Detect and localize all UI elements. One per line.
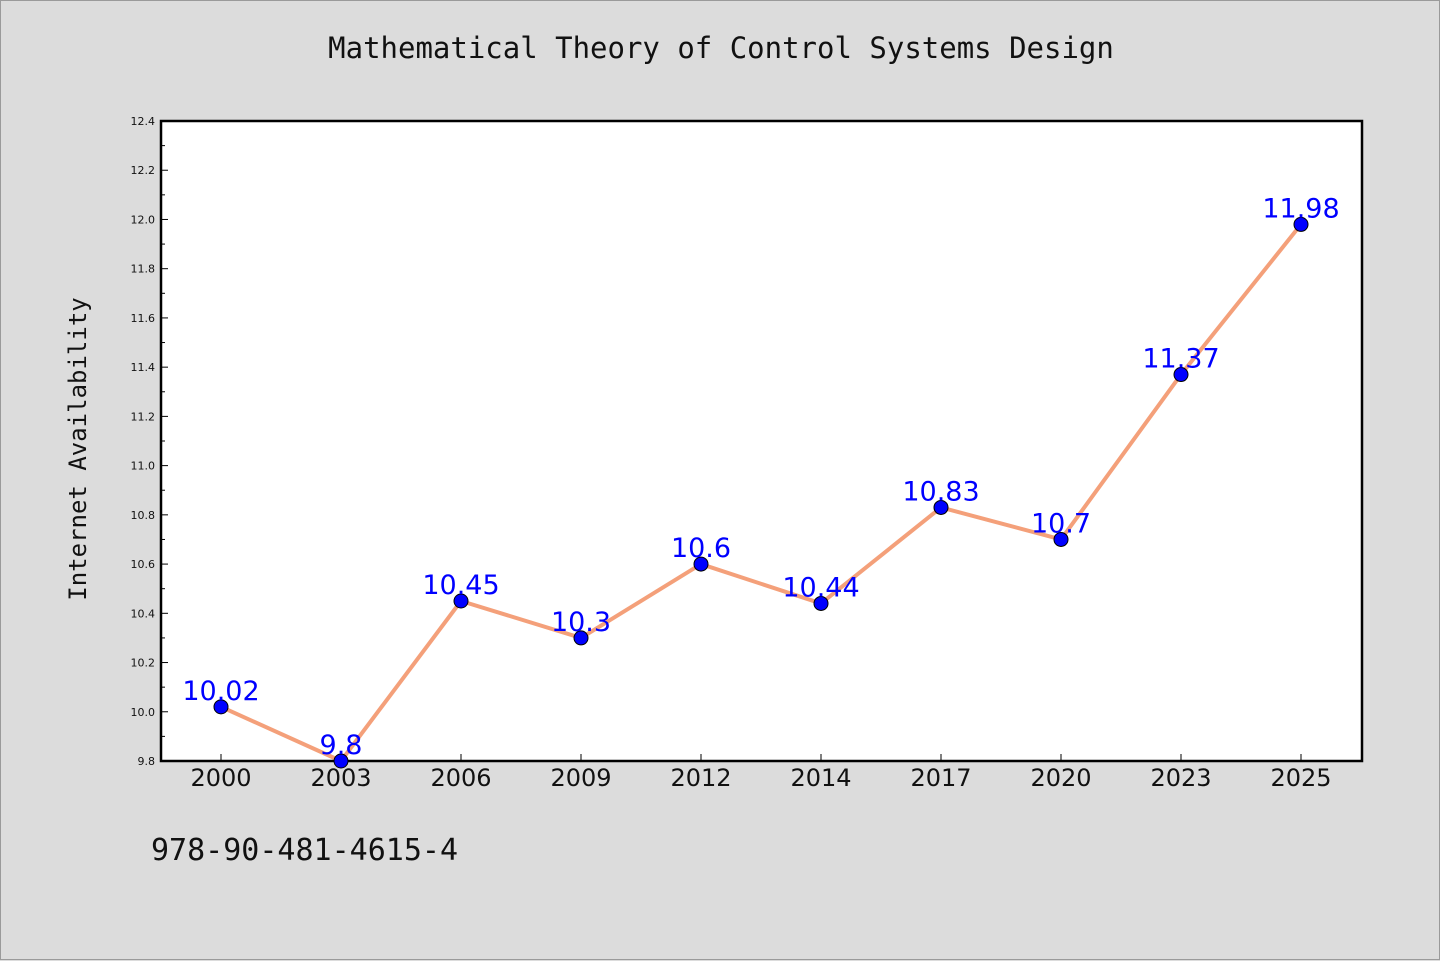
data-label: 9.8 (320, 730, 363, 761)
y-tick-label: 11.0 (131, 460, 156, 473)
data-point (813, 595, 829, 611)
data-point (693, 556, 709, 572)
chart-title: Mathematical Theory of Control Systems D… (328, 31, 1114, 65)
data-label: 11.98 (1262, 193, 1339, 224)
x-axis: 2000 2003 2006 2009 2012 2014 2017 2020 2023 2025 (190, 754, 1332, 792)
data-label: 10.3 (551, 607, 611, 638)
data-point (1053, 531, 1069, 547)
y-axis: 9.8 10.0 10.2 10.4 10.6 10.8 11.0 11.2 11.4 11.6 1… (131, 115, 168, 768)
data-point (573, 630, 589, 646)
x-tick-label: 2017 (910, 764, 971, 792)
y-tick-label: 10.4 (131, 607, 156, 620)
y-tick-label: 10.0 (131, 706, 156, 719)
x-tick-label: 2023 (1150, 764, 1211, 792)
data-point (1173, 367, 1189, 383)
data-label: 10.6 (671, 533, 731, 564)
x-tick-label: 2003 (310, 764, 371, 792)
series-line (220, 223, 1303, 763)
y-tick-label: 10.2 (131, 657, 156, 670)
y-tick-label: 11.2 (131, 410, 156, 423)
y-tick-label: 11.4 (131, 361, 156, 374)
data-label: 10.45 (422, 570, 499, 601)
x-tick-label: 2009 (550, 764, 611, 792)
y-tick-label: 12.2 (131, 164, 156, 177)
data-point (333, 753, 349, 769)
y-tick-label: 11.8 (131, 263, 156, 276)
x-tick-label: 2012 (670, 764, 731, 792)
data-label: 11.37 (1142, 344, 1219, 375)
data-point (213, 699, 229, 715)
y-tick-label: 12.0 (131, 213, 156, 226)
data-label: 10.83 (902, 476, 979, 507)
y-tick-label: 10.6 (131, 558, 156, 571)
y-tick-label: 11.6 (131, 312, 156, 325)
x-tick-label: 2025 (1270, 764, 1331, 792)
y-tick-label: 9.8 (138, 755, 156, 768)
data-point (453, 593, 469, 609)
data-label: 10.02 (182, 676, 259, 707)
y-tick-label: 12.4 (131, 115, 156, 128)
data-label: 10.44 (782, 572, 859, 603)
data-point (1293, 216, 1309, 232)
x-tick-label: 2020 (1030, 764, 1091, 792)
data-label: 10.7 (1031, 508, 1091, 539)
y-tick-label: 10.8 (131, 509, 156, 522)
plot-area (159, 119, 1364, 763)
x-tick-label: 2006 (430, 764, 491, 792)
data-point (933, 499, 949, 515)
x-tick-label: 2014 (790, 764, 851, 792)
y-axis-label: Internet Availability (64, 297, 92, 600)
series-group: 10.02 9.8 10.45 10.3 10.6 10.44 10.83 10.7 11.37… (182, 193, 1340, 769)
isbn-text: 978-90-481-4615-4 (151, 833, 459, 868)
x-tick-label: 2000 (190, 764, 251, 792)
